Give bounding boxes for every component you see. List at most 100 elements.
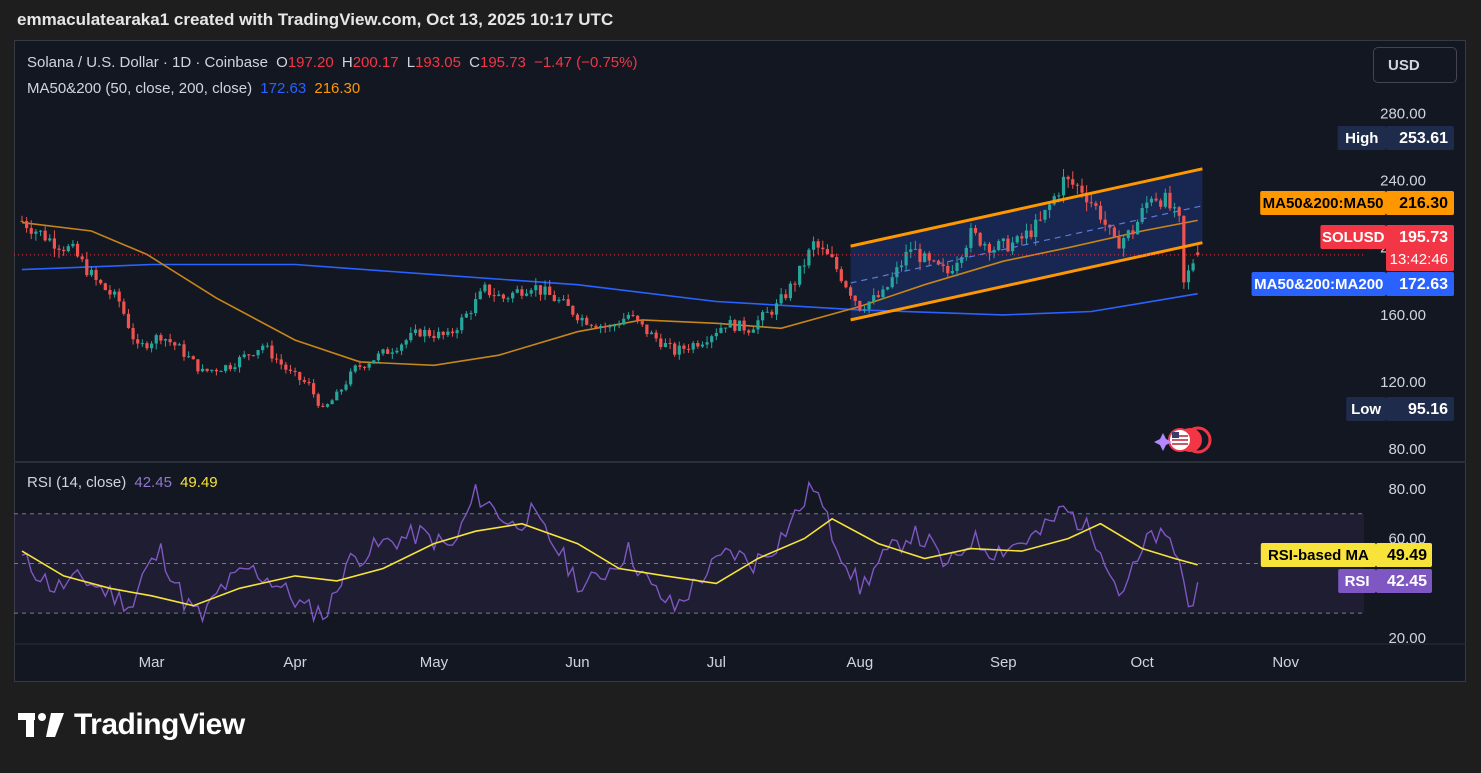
candle-body — [747, 330, 751, 333]
channel-upper-line — [850, 167, 1203, 248]
candle-body — [395, 350, 399, 353]
rsi-price-label-value-bg — [1376, 569, 1432, 593]
candle-body — [126, 313, 131, 329]
candle-body — [728, 319, 732, 328]
candle-body — [372, 360, 376, 364]
candle-body — [353, 365, 357, 372]
low-marker-value-bg — [1386, 397, 1454, 421]
candle-body — [589, 324, 593, 326]
candle-body — [673, 343, 677, 355]
symbol-legend: Solana / U.S. Dollar · 1D · Coinbase O19… — [27, 54, 641, 71]
symbol-name[interactable]: Solana / U.S. Dollar · 1D · Coinbase — [27, 54, 268, 71]
candle-body — [390, 352, 394, 354]
candle-body — [1029, 230, 1033, 238]
candle-body — [723, 327, 728, 329]
candle-body — [316, 394, 320, 406]
candle-body — [455, 330, 459, 334]
us-flag-canton — [1172, 432, 1179, 438]
candle-body — [376, 353, 381, 361]
candle-body — [1145, 202, 1149, 209]
candle-body — [950, 271, 955, 274]
last-price-label-value-bg — [1386, 225, 1454, 271]
candle-body — [784, 294, 788, 299]
candle-body — [52, 238, 57, 249]
candle-body — [821, 247, 825, 250]
candle-body — [654, 332, 658, 339]
candle-body — [987, 243, 992, 253]
candle-body — [85, 259, 89, 276]
candle-body — [441, 331, 445, 335]
candle-body — [112, 291, 117, 295]
candle-body — [251, 355, 256, 357]
candle-body — [714, 332, 718, 337]
candle-body — [1024, 230, 1029, 239]
candle-body — [38, 230, 43, 232]
candle-body — [418, 329, 422, 337]
chart-canvas[interactable]: 280.00240.00200.00160.00120.0080.00253.6… — [14, 40, 1466, 682]
candle-body — [1094, 203, 1098, 206]
candle-body — [312, 383, 316, 395]
candle-body — [1057, 195, 1061, 197]
price-axis-tick: 280.00 — [1380, 105, 1426, 122]
close-label: C — [469, 54, 480, 71]
candle-body — [1186, 270, 1191, 283]
candle-body — [543, 286, 547, 295]
candle-body — [872, 295, 876, 302]
candle-body — [659, 338, 663, 348]
candle-body — [460, 317, 464, 331]
candle-body — [770, 311, 774, 315]
high-marker-label-bg — [1337, 126, 1386, 150]
candle-body — [140, 343, 144, 345]
candle-body — [756, 320, 760, 330]
tradingview-logo: TradingView — [18, 708, 245, 742]
candle-body — [603, 325, 607, 328]
candle-body — [788, 283, 792, 299]
ma-label[interactable]: MA50&200 (50, close, 200, close) — [27, 80, 253, 97]
tradingview-logo-icon — [18, 713, 64, 737]
candle-body — [1131, 230, 1135, 235]
candle-body — [358, 365, 362, 367]
candle-body — [932, 260, 936, 262]
candle-body — [492, 295, 496, 297]
price-axis-tick: 120.00 — [1380, 374, 1426, 391]
candle-body — [913, 248, 917, 250]
candle-body — [663, 342, 668, 348]
candle-body — [43, 230, 47, 241]
candle-body — [261, 345, 265, 351]
high-label: H — [341, 54, 353, 71]
time-axis-tick: Oct — [1131, 654, 1155, 671]
candle-body — [511, 292, 515, 299]
candle-body — [779, 294, 783, 304]
candle-body — [1182, 215, 1186, 283]
candle-body — [131, 328, 135, 340]
candle-body — [645, 324, 649, 335]
chart-panel[interactable] — [14, 40, 1466, 682]
candle-body — [288, 369, 293, 371]
candle-body — [1001, 238, 1005, 242]
close-value: 195.73 — [480, 54, 526, 71]
candle-body — [964, 247, 968, 258]
low-marker-label: Low — [1351, 401, 1381, 418]
candle-body — [75, 243, 80, 257]
candle-body — [802, 265, 806, 267]
last-price-label-timer: 13:42:46 — [1390, 251, 1448, 268]
candle-body — [960, 257, 964, 263]
candle-body — [853, 295, 857, 301]
candle-body — [274, 358, 279, 360]
rsi-label[interactable]: RSI (14, close) — [27, 474, 127, 491]
candle-body — [649, 332, 654, 335]
rsi-ma-line — [21, 517, 1198, 607]
candle-body — [719, 327, 723, 333]
candle-body — [497, 294, 501, 296]
ma200-price-label-label-bg — [1251, 272, 1386, 296]
candle-body — [983, 243, 987, 246]
candle-body — [612, 325, 617, 327]
ma50-price-label-label-bg — [1260, 191, 1386, 215]
candle-body — [284, 364, 288, 370]
candle-body — [737, 320, 742, 331]
ma50-price-label-label: MA50&200:MA50 — [1263, 195, 1384, 212]
candle-body — [339, 389, 343, 392]
candle-body — [228, 365, 232, 370]
currency-button[interactable]: USD — [1373, 47, 1457, 83]
candle-body — [733, 319, 737, 331]
